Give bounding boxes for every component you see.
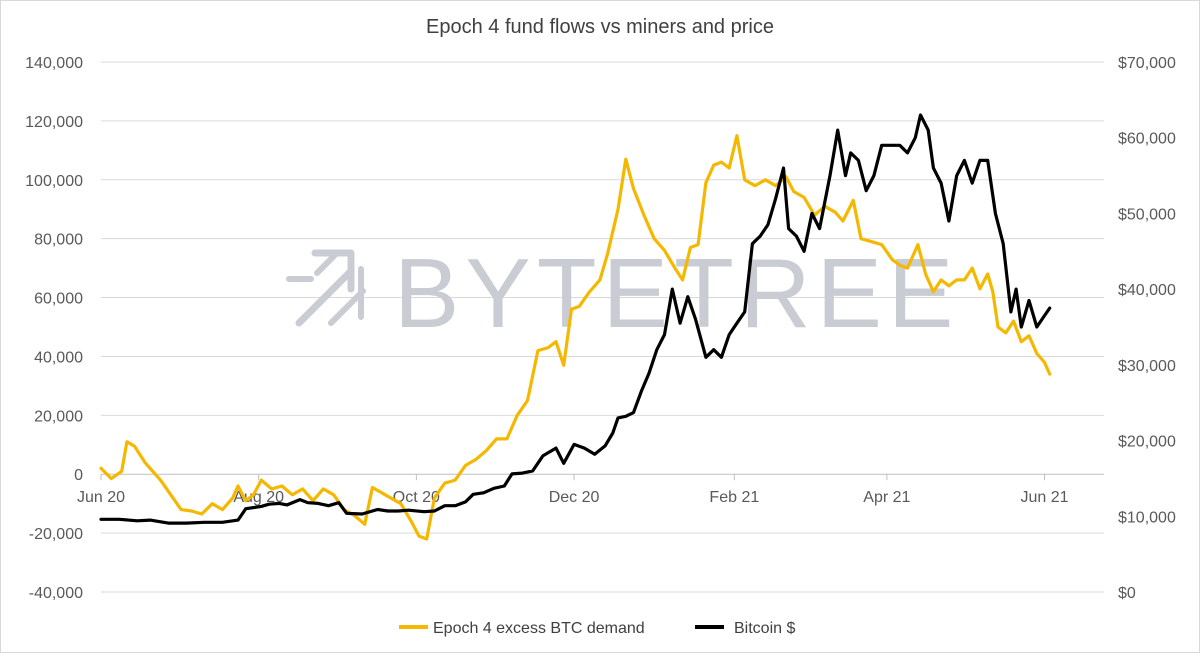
y-right-tick-label: $30,000 — [1118, 358, 1176, 375]
x-tick-label: Jun 21 — [1021, 489, 1069, 506]
y-right-tick-label: $40,000 — [1118, 282, 1176, 299]
y-left-tick-label: 0 — [74, 467, 83, 484]
right-y-axis: $70,000 $60,000 $50,000 $40,000 $30,000 $20,0… — [1118, 55, 1176, 602]
y-left-tick-label: 40,000 — [34, 349, 83, 366]
y-right-tick-label: $20,000 — [1118, 434, 1176, 451]
y-left-tick-label: 120,000 — [25, 114, 83, 131]
left-y-axis: 140,000 120,000 100,000 80,000 60,000 40,000 2… — [25, 55, 83, 602]
x-tick-label: Feb 21 — [709, 489, 759, 506]
y-right-tick-label: $50,000 — [1118, 206, 1176, 223]
series-line-demand — [99, 134, 1052, 541]
y-left-tick-label: 20,000 — [34, 408, 83, 425]
y-left-tick-label: -20,000 — [29, 526, 83, 543]
legend: Epoch 4 excess BTC demand Bitcoin $ — [399, 620, 795, 637]
series-layer — [99, 113, 1052, 541]
bytetree-watermark: BYTETREE — [286, 238, 959, 348]
y-left-tick-label: 100,000 — [25, 173, 83, 190]
chart-title: Epoch 4 fund flows vs miners and price — [426, 16, 774, 38]
y-right-tick-label: $0 — [1118, 585, 1136, 602]
legend-label-bitcoin: Bitcoin $ — [734, 620, 795, 637]
gridlines — [101, 61, 1104, 593]
y-left-tick-label: 80,000 — [34, 232, 83, 249]
x-tick-label: Oct 20 — [393, 489, 440, 506]
y-left-tick-label: -40,000 — [29, 585, 83, 602]
legend-item-demand: Epoch 4 excess BTC demand — [399, 620, 645, 637]
y-right-tick-label: $10,000 — [1118, 509, 1176, 526]
x-axis: Jun 20 Aug 20 Oct 20 Dec 20 Feb 21 Apr 21 Jun … — [77, 473, 1104, 506]
y-right-tick-label: $60,000 — [1118, 131, 1176, 148]
watermark-text: BYTETREE — [394, 238, 959, 348]
x-tick-label: Dec 20 — [549, 489, 600, 506]
y-left-tick-label: 140,000 — [25, 55, 83, 72]
legend-item-bitcoin: Bitcoin $ — [695, 620, 795, 637]
y-left-tick-label: 60,000 — [34, 291, 83, 308]
x-tick-label: Apr 21 — [863, 489, 910, 506]
x-tick-label: Jun 20 — [77, 489, 125, 506]
bytetree-logo-icon — [286, 249, 366, 327]
series-line-bitcoin — [99, 113, 1052, 525]
legend-label-demand: Epoch 4 excess BTC demand — [433, 620, 645, 637]
y-right-tick-label: $70,000 — [1118, 55, 1176, 72]
